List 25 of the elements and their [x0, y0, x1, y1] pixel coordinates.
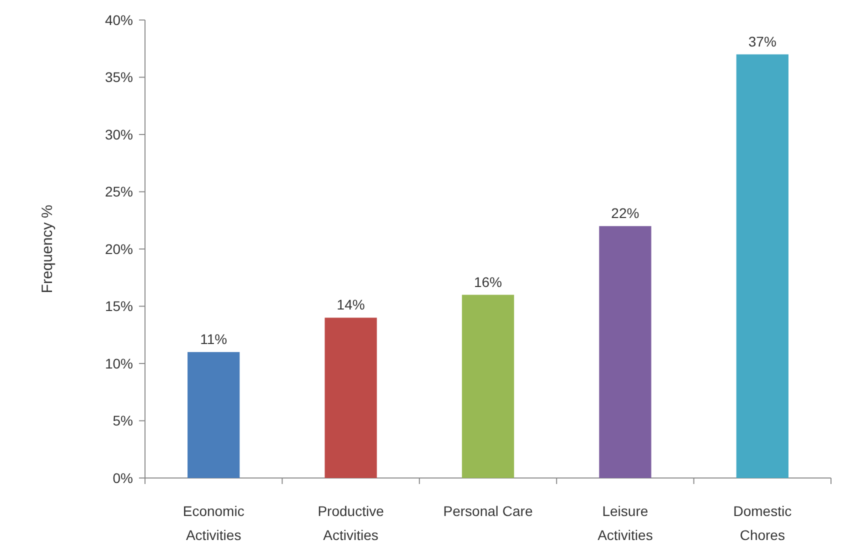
x-tick-label: Productive Activities [318, 503, 384, 543]
y-axis-title: Frequency % [39, 204, 56, 294]
y-tick-label: 30% [104, 126, 133, 142]
y-tick-label: 15% [104, 298, 133, 314]
bar [324, 318, 377, 478]
data-label: 14% [336, 296, 365, 313]
x-tick-label: Domestic Chores [733, 503, 792, 543]
bar [736, 54, 788, 478]
data-label: 22% [611, 205, 640, 222]
x-tick-label: Personal Care [443, 503, 533, 519]
data-label: 16% [474, 274, 502, 290]
bar [188, 352, 240, 478]
bar [462, 294, 514, 478]
y-tick-label: 0% [112, 470, 133, 486]
y-tick-label: 25% [104, 184, 133, 200]
y-tick-label: 35% [104, 69, 133, 86]
data-label: 37% [748, 33, 776, 50]
y-tick-label: 5% [112, 412, 133, 429]
x-tick-label: Economic Activities [182, 503, 244, 543]
data-label: 11% [200, 331, 228, 348]
y-tick-label: 40% [104, 12, 133, 28]
y-tick-label: 20% [104, 240, 133, 257]
x-tick-label: Leisure Activities [598, 503, 653, 543]
bar [599, 226, 652, 478]
y-tick-label: 10% [104, 355, 133, 372]
